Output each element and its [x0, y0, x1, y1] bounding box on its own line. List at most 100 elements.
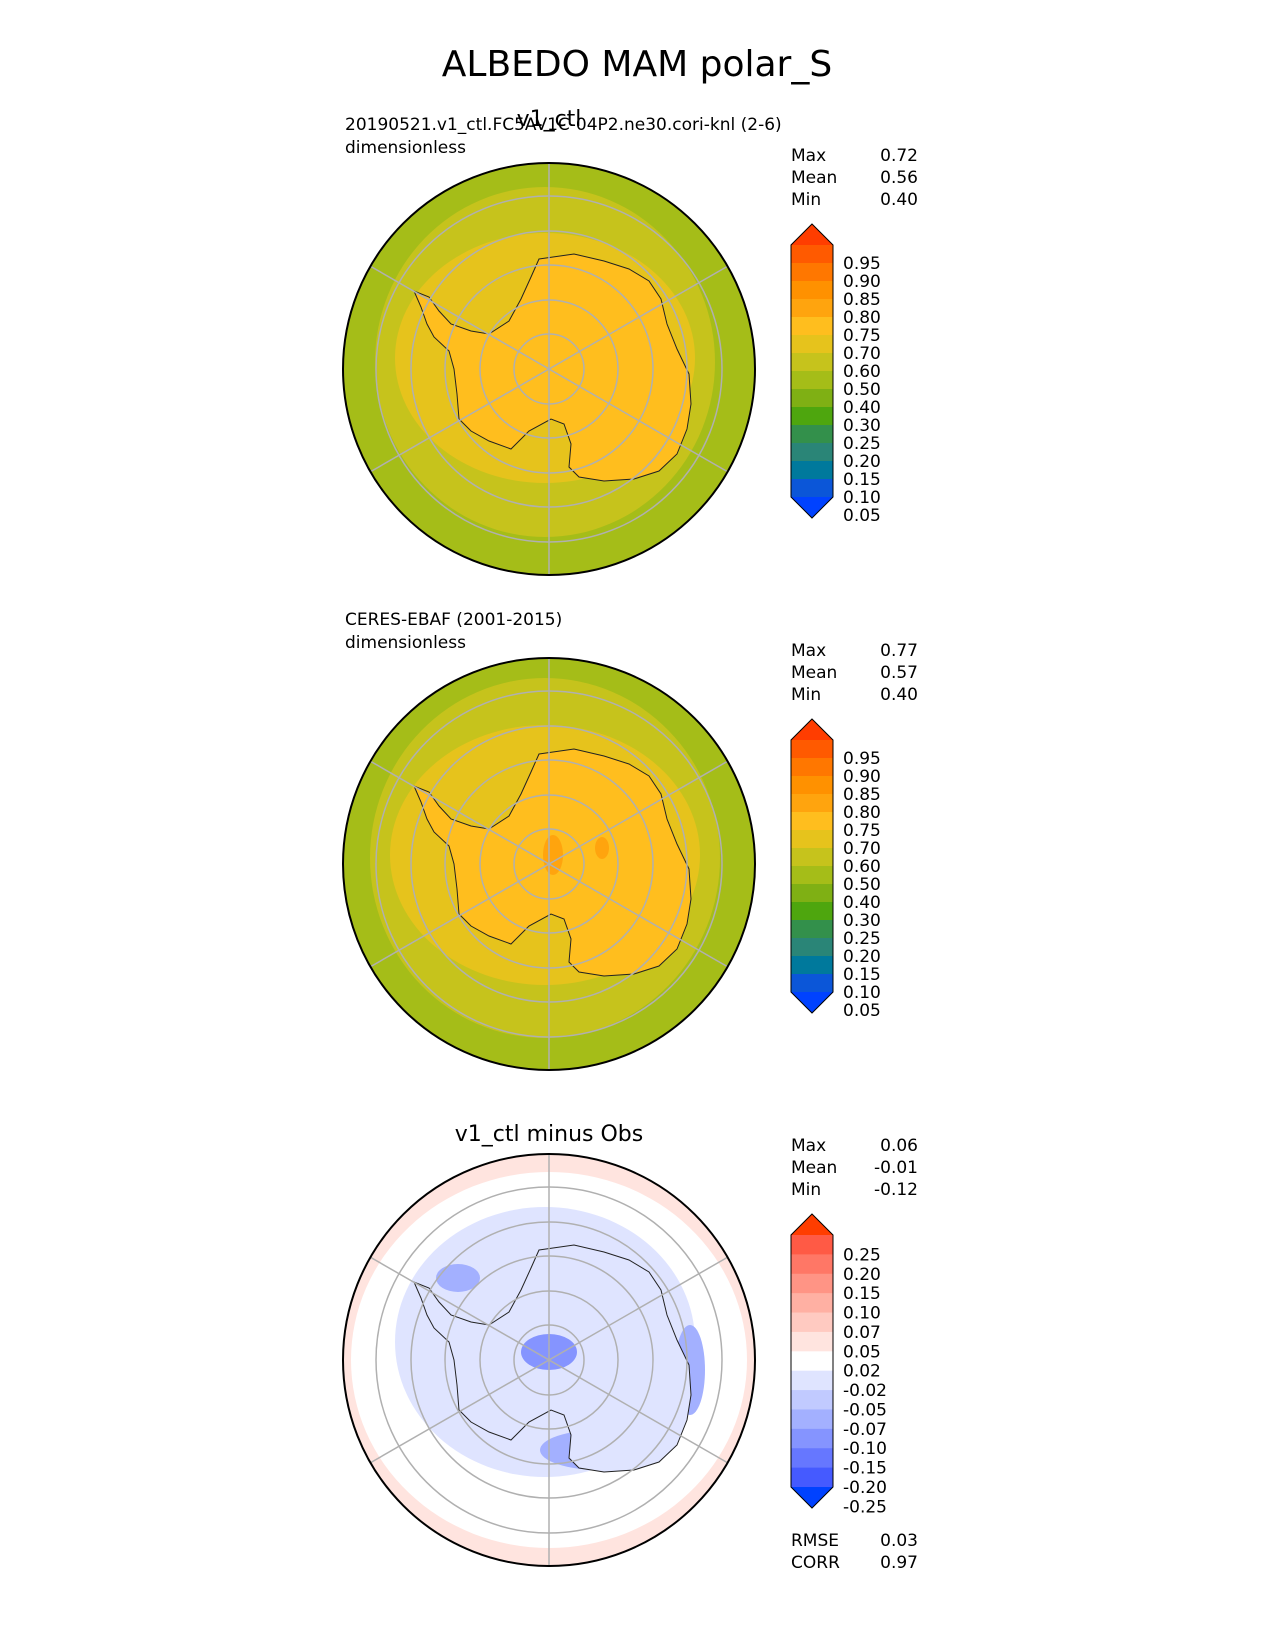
colorbar-tick-label: -0.07 [843, 1420, 887, 1440]
colorbar-tick-label: 0.05 [843, 1342, 881, 1362]
colorbar-tick-label: 0.20 [843, 947, 881, 967]
colorbar-segment [791, 740, 833, 759]
polar-map [343, 163, 755, 575]
colorbar-segment [791, 1235, 833, 1255]
colorbar-tick-label: 0.50 [843, 380, 881, 400]
colorbar-segment [791, 479, 833, 498]
colorbar-segment [791, 812, 833, 831]
colorbar-segment [791, 1312, 833, 1333]
colorbar-extend-top [791, 224, 833, 245]
colorbar-segment [791, 425, 833, 444]
colorbar-outline [790, 223, 834, 519]
stat-label-min: Min [791, 685, 821, 705]
colorbar-tick-label: 0.90 [843, 272, 881, 292]
colorbar-segment [791, 353, 833, 372]
colorbar-tick-label: 0.02 [843, 1362, 881, 1382]
colorbar-tick-label: -0.15 [843, 1459, 887, 1479]
colorbar-segment [791, 848, 833, 867]
max-spot [543, 835, 563, 875]
metric-value-corr: 0.97 [880, 1553, 918, 1573]
colorbar-segment [791, 1370, 833, 1391]
figure-title: ALBEDO MAM polar_S [442, 44, 832, 85]
colorbar-tick-label: 0.60 [843, 362, 881, 382]
colorbar-tick-label: 0.15 [843, 1284, 881, 1304]
colorbar-tick-label: 0.20 [843, 1265, 881, 1285]
colorbar-extend-top [791, 719, 833, 740]
colorbar-segment [791, 443, 833, 462]
colorbar-segment [791, 281, 833, 300]
colorbar-segment [791, 758, 833, 777]
colorbar-segment [791, 938, 833, 957]
stat-value-mean: 0.56 [880, 168, 918, 188]
stat-value-mean: 0.57 [880, 663, 918, 683]
colorbar-tick-label: 0.07 [843, 1323, 881, 1343]
colorbar-segment [791, 317, 833, 336]
panel-subtitle: CERES-EBAF (2001-2015) [345, 610, 562, 630]
stat-value-min: -0.12 [874, 1180, 918, 1200]
colorbar-outline [790, 718, 834, 1014]
colorbar-extend-bottom [791, 497, 833, 518]
colorbar-segment [791, 335, 833, 354]
colorbar-segment [791, 1390, 833, 1411]
colorbar-segment [791, 461, 833, 480]
colorbar-tick-label: 0.75 [843, 821, 881, 841]
graticule [369, 658, 729, 1070]
colorbar-segment [791, 1448, 833, 1469]
colorbar-tick-label: 0.30 [843, 911, 881, 931]
colorbar-tick-label: -0.02 [843, 1381, 887, 1401]
stat-label-max: Max [791, 641, 826, 661]
colorbar-tick-label: 0.25 [843, 1245, 881, 1265]
panel-title: v1_ctl [517, 107, 582, 132]
map-boundary [342, 162, 756, 576]
stat-value-mean: -0.01 [874, 1158, 918, 1178]
colorbar-tick-label: 0.70 [843, 839, 881, 859]
colorbar-tick-label: 0.20 [843, 452, 881, 472]
colorbar-segment [791, 902, 833, 921]
colorbar-tick-label: 0.25 [843, 434, 881, 454]
colorbar-extend-bottom [791, 1487, 833, 1508]
colorbar-segment [791, 956, 833, 975]
colorbar-outline [790, 1213, 834, 1509]
colorbar-extend-top [791, 1214, 833, 1235]
colorbar-tick-label: 0.85 [843, 290, 881, 310]
colorbar-tick-label: 0.10 [843, 983, 881, 1003]
colorbar-segment [791, 866, 833, 885]
colorbar-tick-label: 0.90 [843, 767, 881, 787]
stats-block: Max 0.72 Mean 0.56 Min 0.40 [791, 146, 918, 210]
colorbar-tick-label: 0.85 [843, 785, 881, 805]
panel-title: v1_ctl minus Obs [455, 1122, 643, 1147]
colorbar-tick-label: 0.40 [843, 893, 881, 913]
colorbar: 0.950.900.850.800.750.700.600.500.400.30… [790, 718, 881, 1021]
colorbar-segment [791, 974, 833, 993]
colorbar-tick-label: 0.95 [843, 749, 881, 769]
stat-value-max: 0.06 [880, 1136, 918, 1156]
polar-map [343, 1154, 755, 1566]
colorbar-tick-label: 0.25 [843, 929, 881, 949]
colorbar-segment [791, 1428, 833, 1449]
colorbar-segment [791, 1467, 833, 1488]
colorbar-tick-label: 0.80 [843, 308, 881, 328]
stat-label-max: Max [791, 146, 826, 166]
colorbar-tick-label: 0.05 [843, 1001, 881, 1021]
colorbar-tick-label: 0.75 [843, 326, 881, 346]
panel-obs: CERES-EBAF (2001-2015) dimensionless Max… [342, 610, 918, 1071]
negative-spot [436, 1264, 480, 1292]
stat-label-max: Max [791, 1136, 826, 1156]
stats-block: Max 0.06 Mean -0.01 Min -0.12 [791, 1136, 918, 1200]
colorbar: 0.950.900.850.800.750.700.600.500.400.30… [790, 223, 881, 526]
stats-block: Max 0.77 Mean 0.57 Min 0.40 [791, 641, 918, 705]
colorbar-segment [791, 1293, 833, 1314]
panel-model: v1_ctl 20190521.v1_ctl.FC5AV1C-04P2.ne30… [342, 107, 918, 576]
panel-units: dimensionless [345, 138, 466, 158]
stat-value-max: 0.77 [880, 641, 918, 661]
colorbar-segment [791, 776, 833, 795]
colorbar-segment [791, 1409, 833, 1430]
colorbar-tick-label: 0.10 [843, 488, 881, 508]
colorbar-segment [791, 1351, 833, 1372]
stat-label-mean: Mean [791, 1158, 837, 1178]
polar-map [343, 658, 755, 1070]
metric-label-corr: CORR [791, 1553, 840, 1573]
stat-label-min: Min [791, 190, 821, 210]
colorbar-tick-label: -0.05 [843, 1400, 887, 1420]
